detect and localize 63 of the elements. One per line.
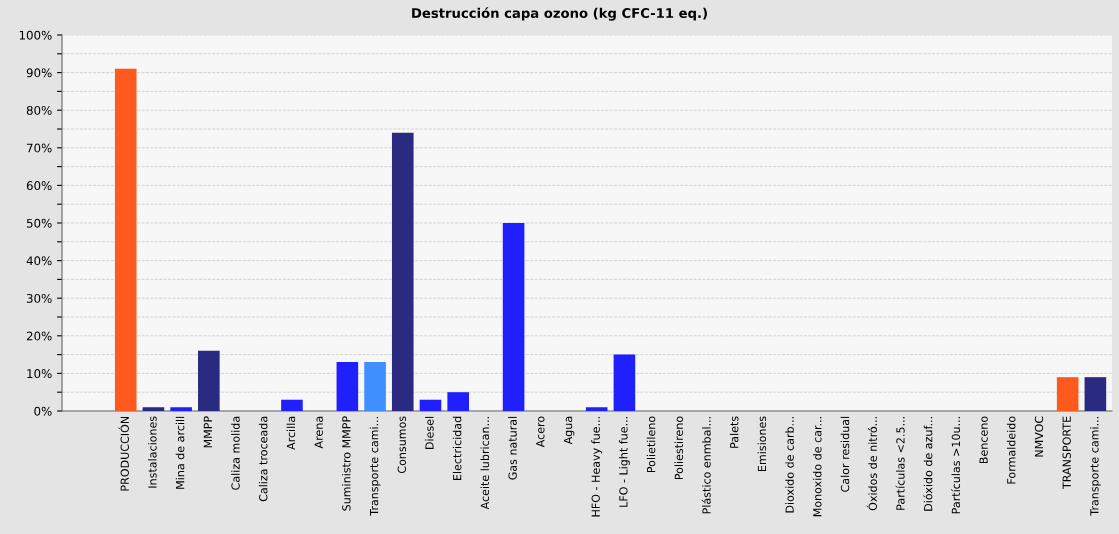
x-tick-label: NMVOC <box>1034 416 1044 457</box>
bar <box>613 354 636 411</box>
x-tick-label: Emisiones <box>757 416 767 472</box>
x-tick-label: Transporte cami... <box>1090 417 1101 516</box>
y-tick-label: 60% <box>26 181 52 191</box>
bar <box>336 362 359 411</box>
x-tick-label: Caliza troceada <box>258 416 268 502</box>
y-tick-label: 30% <box>26 293 52 303</box>
x-tick-label: Dioxido de carb... <box>785 417 794 513</box>
y-tick-label: 20% <box>26 331 52 341</box>
x-tick-label: Transporte cami... <box>369 417 381 516</box>
y-tick-label: 80% <box>26 105 52 115</box>
x-tick-label: Mina de arcill <box>175 416 185 489</box>
bar <box>170 407 192 411</box>
x-tick-label: MMPP <box>203 416 212 448</box>
x-tick-label: Formaldeido <box>1006 416 1016 484</box>
bar <box>1056 377 1079 411</box>
bar <box>198 350 220 411</box>
bar <box>1084 377 1107 411</box>
x-tick-label: Dióxido de azuf... <box>923 417 933 511</box>
x-tick-label: Benceno <box>979 416 988 464</box>
bar <box>447 392 469 411</box>
bar <box>142 407 165 411</box>
bar <box>502 223 525 411</box>
x-tick-label: Arena <box>314 416 323 449</box>
x-tick-label: Poliestireno <box>674 416 684 480</box>
y-tick-label: 10% <box>27 369 52 379</box>
x-tick-label: Agua <box>563 416 575 445</box>
bar <box>114 68 137 411</box>
y-tick-label: 90% <box>26 68 52 78</box>
x-tick-label: Palets <box>729 416 739 448</box>
x-tick-label: Partículas >10u... <box>951 417 961 514</box>
y-tick-label: 70% <box>27 143 52 153</box>
x-tick-label: Óxidos de nitró... <box>866 417 877 511</box>
x-tick-label: Polietileno <box>646 416 656 473</box>
x-tick-label: Gas natural <box>508 416 517 480</box>
y-tick-label: 0% <box>34 406 52 416</box>
x-tick-label: PRODUCCIÓN <box>118 416 129 491</box>
bar <box>364 362 386 411</box>
x-tick-label: Acero <box>536 416 545 448</box>
x-tick-label: Arcilla <box>286 416 296 450</box>
x-tick-label: Aceite lubrican... <box>480 417 490 510</box>
chart-title: Destrucción capa ozono (kg CFC-11 eq.) <box>412 7 707 21</box>
x-tick-label: Partículas <2.5... <box>895 417 905 510</box>
bar <box>391 132 414 411</box>
x-tick-label: Caliza molida <box>231 416 240 490</box>
bar <box>585 407 608 411</box>
x-tick-label: Suministro MMPP <box>341 416 351 511</box>
x-tick-label: Instalaciones <box>148 416 157 488</box>
y-tick-label: 100% <box>19 30 52 40</box>
x-tick-label: Electricidad <box>452 416 462 480</box>
x-tick-label: Consumos <box>397 416 406 474</box>
y-tick-label: 50% <box>26 218 52 228</box>
x-tick-label: LFO - Light fue... <box>619 417 630 507</box>
x-tick-label: TRANSPORTE <box>1062 416 1071 490</box>
x-tick-label: Diesel <box>425 416 434 449</box>
x-tick-label: Monoxido de car... <box>812 417 822 517</box>
x-tick-label: HFO - Heavy fue... <box>591 417 603 517</box>
y-tick-label: 40% <box>26 256 52 266</box>
bar <box>281 399 303 411</box>
bar <box>419 399 442 411</box>
x-tick-label: Plástico enmbal... <box>701 417 711 514</box>
x-tick-label: Calor residual <box>840 416 850 492</box>
